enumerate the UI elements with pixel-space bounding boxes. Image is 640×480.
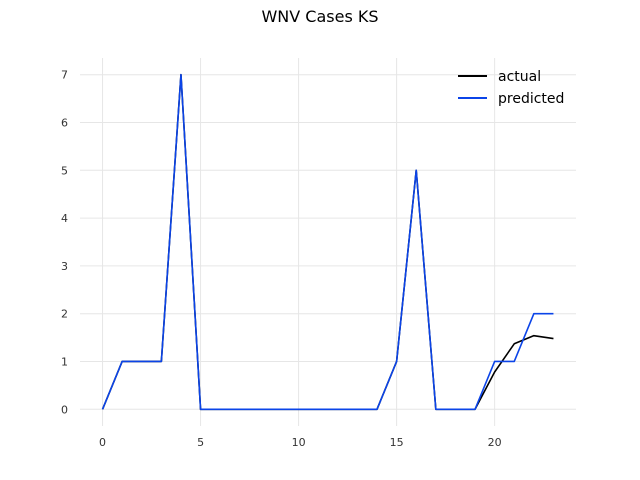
series-layer	[101, 73, 554, 411]
x-tick-label: 10	[292, 436, 306, 449]
y-tick-label: 5	[61, 164, 68, 177]
legend-label-predicted: predicted	[498, 91, 564, 107]
y-tick-label: 2	[61, 308, 68, 321]
y-tick-label: 7	[61, 69, 68, 82]
y-tick-label: 3	[61, 260, 68, 273]
y-axis: 0 1 2 3 4 5 6 7	[61, 69, 68, 417]
y-tick-label: 4	[61, 212, 68, 225]
x-tick-label: 20	[488, 436, 502, 449]
y-tick-label: 6	[61, 117, 68, 130]
x-axis: 0 5 10 15 20	[99, 436, 502, 449]
legend: actual predicted	[458, 69, 564, 107]
y-tick-label: 0	[61, 403, 68, 416]
x-tick-label: 5	[197, 436, 204, 449]
chart-title: WNV Cases KS	[261, 7, 378, 26]
y-tick-label: 1	[61, 355, 68, 368]
grid	[80, 58, 576, 426]
x-tick-label: 15	[390, 436, 404, 449]
x-tick-label: 0	[99, 436, 106, 449]
legend-label-actual: actual	[498, 69, 541, 85]
series-line-predicted	[101, 73, 554, 411]
